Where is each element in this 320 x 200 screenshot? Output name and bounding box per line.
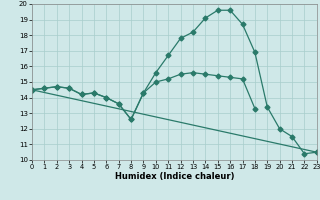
X-axis label: Humidex (Indice chaleur): Humidex (Indice chaleur) [115,172,234,181]
